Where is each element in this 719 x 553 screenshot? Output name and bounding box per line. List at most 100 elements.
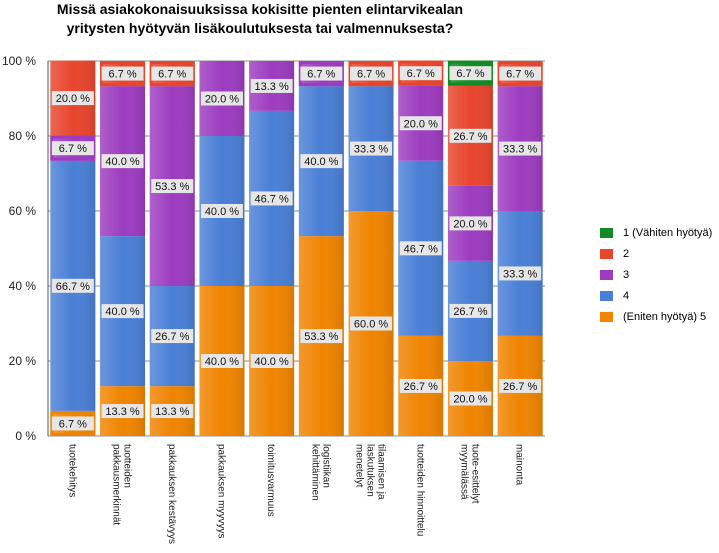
data-label: 26.7 %	[155, 331, 189, 343]
data-label: 26.7 %	[503, 381, 537, 393]
data-label: 6.7 %	[307, 69, 335, 81]
y-axis: 0 % 20 % 40 % 60 % 80 % 100 %	[2, 54, 49, 443]
data-label-background	[449, 216, 492, 231]
legend-label: 4	[623, 290, 630, 302]
data-label-background	[350, 141, 393, 156]
y-tick-label: 40 %	[9, 279, 37, 293]
x-tick-label-text: tilaamisen jalaskutuksenmenetelyt	[354, 444, 387, 500]
data-label: 33.3 %	[503, 144, 537, 156]
data-label: 40.0 %	[105, 306, 139, 318]
x-tick-label: tuotteidenpakkausmerkinnät	[111, 444, 133, 525]
x-tick-label: tilaamisen jalaskutuksenmenetelyt	[354, 444, 387, 500]
data-label-background	[51, 91, 94, 106]
data-label-background	[449, 391, 492, 406]
data-label: 26.7 %	[404, 381, 438, 393]
data-label-background	[250, 354, 293, 368]
x-tick-label-text: pakkauksen myyvyys	[215, 444, 226, 538]
legend-label: (Eniten hyötyä) 5	[623, 311, 707, 323]
y-tick-label: 100 %	[2, 54, 36, 68]
x-tick-label-line: tilaamisen ja	[376, 444, 387, 500]
data-label: 6.7 %	[158, 69, 186, 81]
legend-label: 3	[623, 269, 630, 281]
y-tick-label: 0 %	[15, 429, 36, 443]
x-tick-label-line: mainonta	[514, 444, 525, 486]
x-tick-label: pakkauksen kestävyys	[166, 444, 177, 544]
data-label-background	[499, 66, 542, 81]
data-label: 33.3 %	[354, 144, 388, 156]
legend-swatch	[600, 312, 613, 322]
legend-swatch	[600, 291, 613, 301]
data-label-background	[101, 66, 144, 81]
data-label: 60.0 %	[354, 319, 388, 331]
x-tick-label-text: tuotteidenpakkausmerkinnät	[111, 444, 133, 525]
data-label: 13.3 %	[255, 81, 289, 93]
data-label: 6.7 %	[59, 143, 87, 155]
data-label: 40.0 %	[255, 356, 289, 368]
data-label: 46.7 %	[404, 243, 438, 255]
data-label-background	[499, 378, 542, 393]
data-label: 46.7 %	[255, 193, 289, 205]
data-label-background	[399, 66, 442, 81]
x-tick-label: mainonta	[514, 444, 525, 486]
x-tick-label-text: tuotekehitys	[66, 444, 77, 497]
data-label-background	[250, 78, 293, 93]
x-tick-label-text: logistiikankehittäminen	[309, 444, 331, 501]
data-label: 6.7 %	[407, 68, 435, 80]
x-tick-label-line: toimitusvarmuus	[265, 444, 276, 517]
data-label-background	[449, 303, 492, 318]
x-tick-label-line: pakkausmerkinnät	[111, 444, 122, 525]
x-tick-label: tuote-esittelytmyymälässä	[458, 444, 480, 504]
data-label-background	[151, 66, 194, 81]
data-label: 6.7 %	[456, 68, 484, 80]
data-label: 20.0 %	[56, 93, 90, 105]
x-tick-label-line: kehittäminen	[309, 444, 320, 501]
data-label: 40.0 %	[105, 156, 139, 168]
data-label-background	[350, 316, 393, 331]
data-label: 20.0 %	[404, 118, 438, 130]
y-tick-label: 80 %	[9, 129, 37, 143]
data-label: 6.7 %	[108, 69, 136, 81]
data-label: 53.3 %	[304, 331, 338, 343]
x-tick-label: tuotteiden hinnoittelu	[414, 444, 425, 536]
x-tick-label-line: pakkauksen myyvyys	[215, 444, 226, 538]
data-label-background	[101, 154, 144, 169]
x-tick-label-line: laskutuksen	[365, 444, 376, 497]
x-tick-label: tuotekehitys	[66, 444, 77, 497]
data-label-background	[300, 66, 343, 81]
data-label-background	[101, 304, 144, 319]
x-tick-label-line: pakkauksen kestävyys	[166, 444, 177, 544]
data-label-background	[350, 66, 393, 81]
data-label-background	[449, 66, 492, 81]
x-tick-label-line: tuotteiden	[122, 444, 133, 488]
data-label-background	[151, 329, 194, 344]
data-label-background	[200, 354, 243, 368]
bars	[50, 60, 543, 436]
data-label-background	[499, 266, 542, 281]
data-label-background	[151, 179, 194, 194]
data-label-background	[499, 141, 542, 156]
data-label: 66.7 %	[56, 281, 90, 293]
data-label-background	[300, 154, 343, 169]
data-label: 33.3 %	[503, 268, 537, 280]
data-label-background	[101, 404, 144, 419]
x-tick-label-line: tuotteiden hinnoittelu	[414, 444, 425, 536]
data-label-background	[449, 128, 492, 143]
data-label-background	[51, 141, 94, 156]
data-label-background	[51, 416, 94, 431]
x-tick-label-line: tuotekehitys	[66, 444, 77, 497]
legend-label: 2	[623, 248, 630, 260]
data-label: 6.7 %	[506, 69, 534, 81]
data-label: 13.3 %	[155, 406, 189, 418]
x-tick-label-line: menetelyt	[354, 444, 365, 488]
data-label-background	[399, 116, 442, 131]
data-label-background	[399, 241, 442, 256]
data-label: 40.0 %	[304, 156, 338, 168]
x-tick-label-text: tuotteiden hinnoittelu	[414, 444, 425, 536]
data-labels: 6.7 % 66.7 % 6.7 % 20.0 % 13.3 % 40.0 % 40.0 %…	[51, 66, 542, 431]
x-tick-label: toimitusvarmuus	[265, 444, 276, 517]
legend-swatch	[600, 270, 613, 280]
x-tick-label-line: tuote-esittelyt	[469, 444, 480, 504]
chart-title: Missä asiakokonaisuuksissa kokisitte pie…	[0, 0, 520, 38]
legend-label: 1 (Vähiten hyötyä)	[623, 227, 713, 239]
